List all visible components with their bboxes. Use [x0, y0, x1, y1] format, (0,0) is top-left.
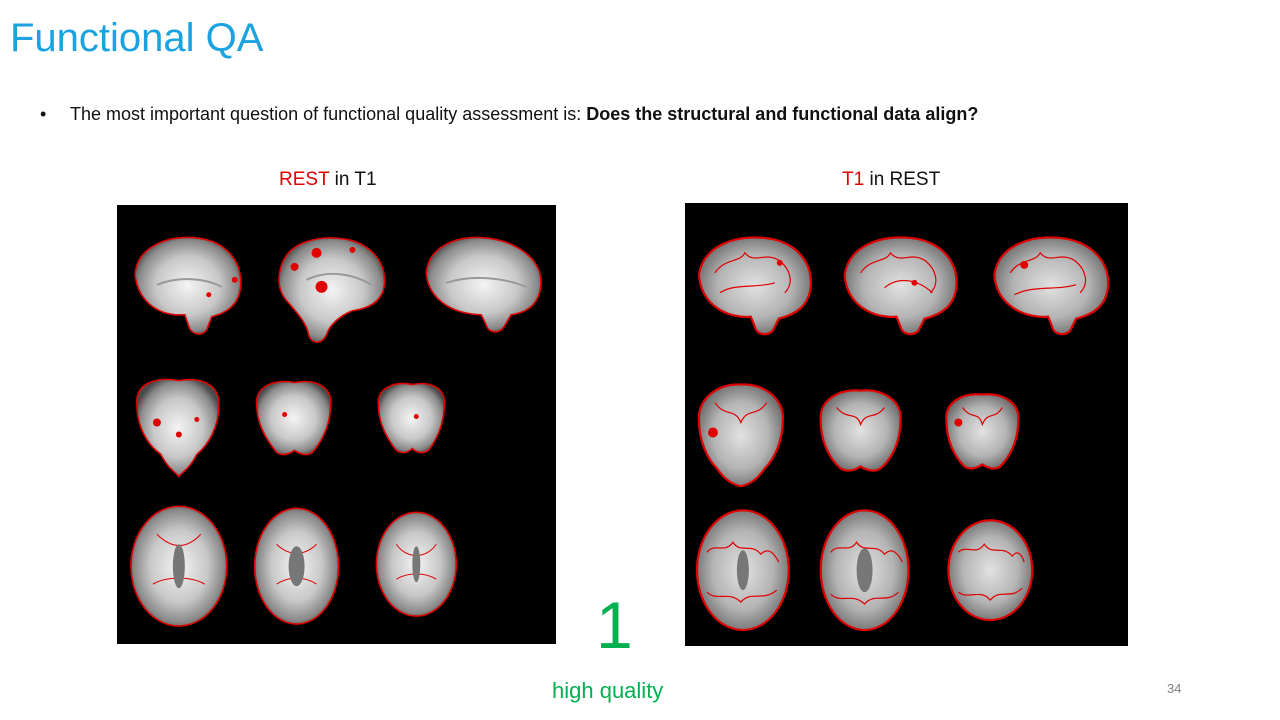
bullet-symbol: • [40, 104, 47, 124]
quality-score: 1 [596, 588, 633, 662]
page-number: 34 [1167, 681, 1182, 696]
slide-title: Functional QA [10, 16, 264, 60]
bullet-text: The most important question of functiona… [70, 104, 587, 124]
left-panel-caption: REST in T1 [279, 169, 377, 191]
left-caption-highlight: REST [279, 169, 330, 190]
left-caption-rest: in T1 [329, 169, 377, 190]
right-caption-highlight: T1 [842, 169, 865, 190]
bullet-bold-text: Does the structural and functional data … [586, 104, 979, 124]
brain-mri-montage-icon [130, 236, 542, 627]
brain-mri-montage-icon [695, 236, 1110, 632]
rest-in-t1-montage [117, 205, 556, 644]
quality-score-label: high quality [552, 678, 664, 703]
right-panel-caption: T1 in REST [842, 169, 940, 191]
t1-in-rest-montage [685, 203, 1128, 646]
right-caption-rest: in REST [864, 169, 941, 190]
bullet-point: • The most important question of function… [40, 104, 978, 125]
